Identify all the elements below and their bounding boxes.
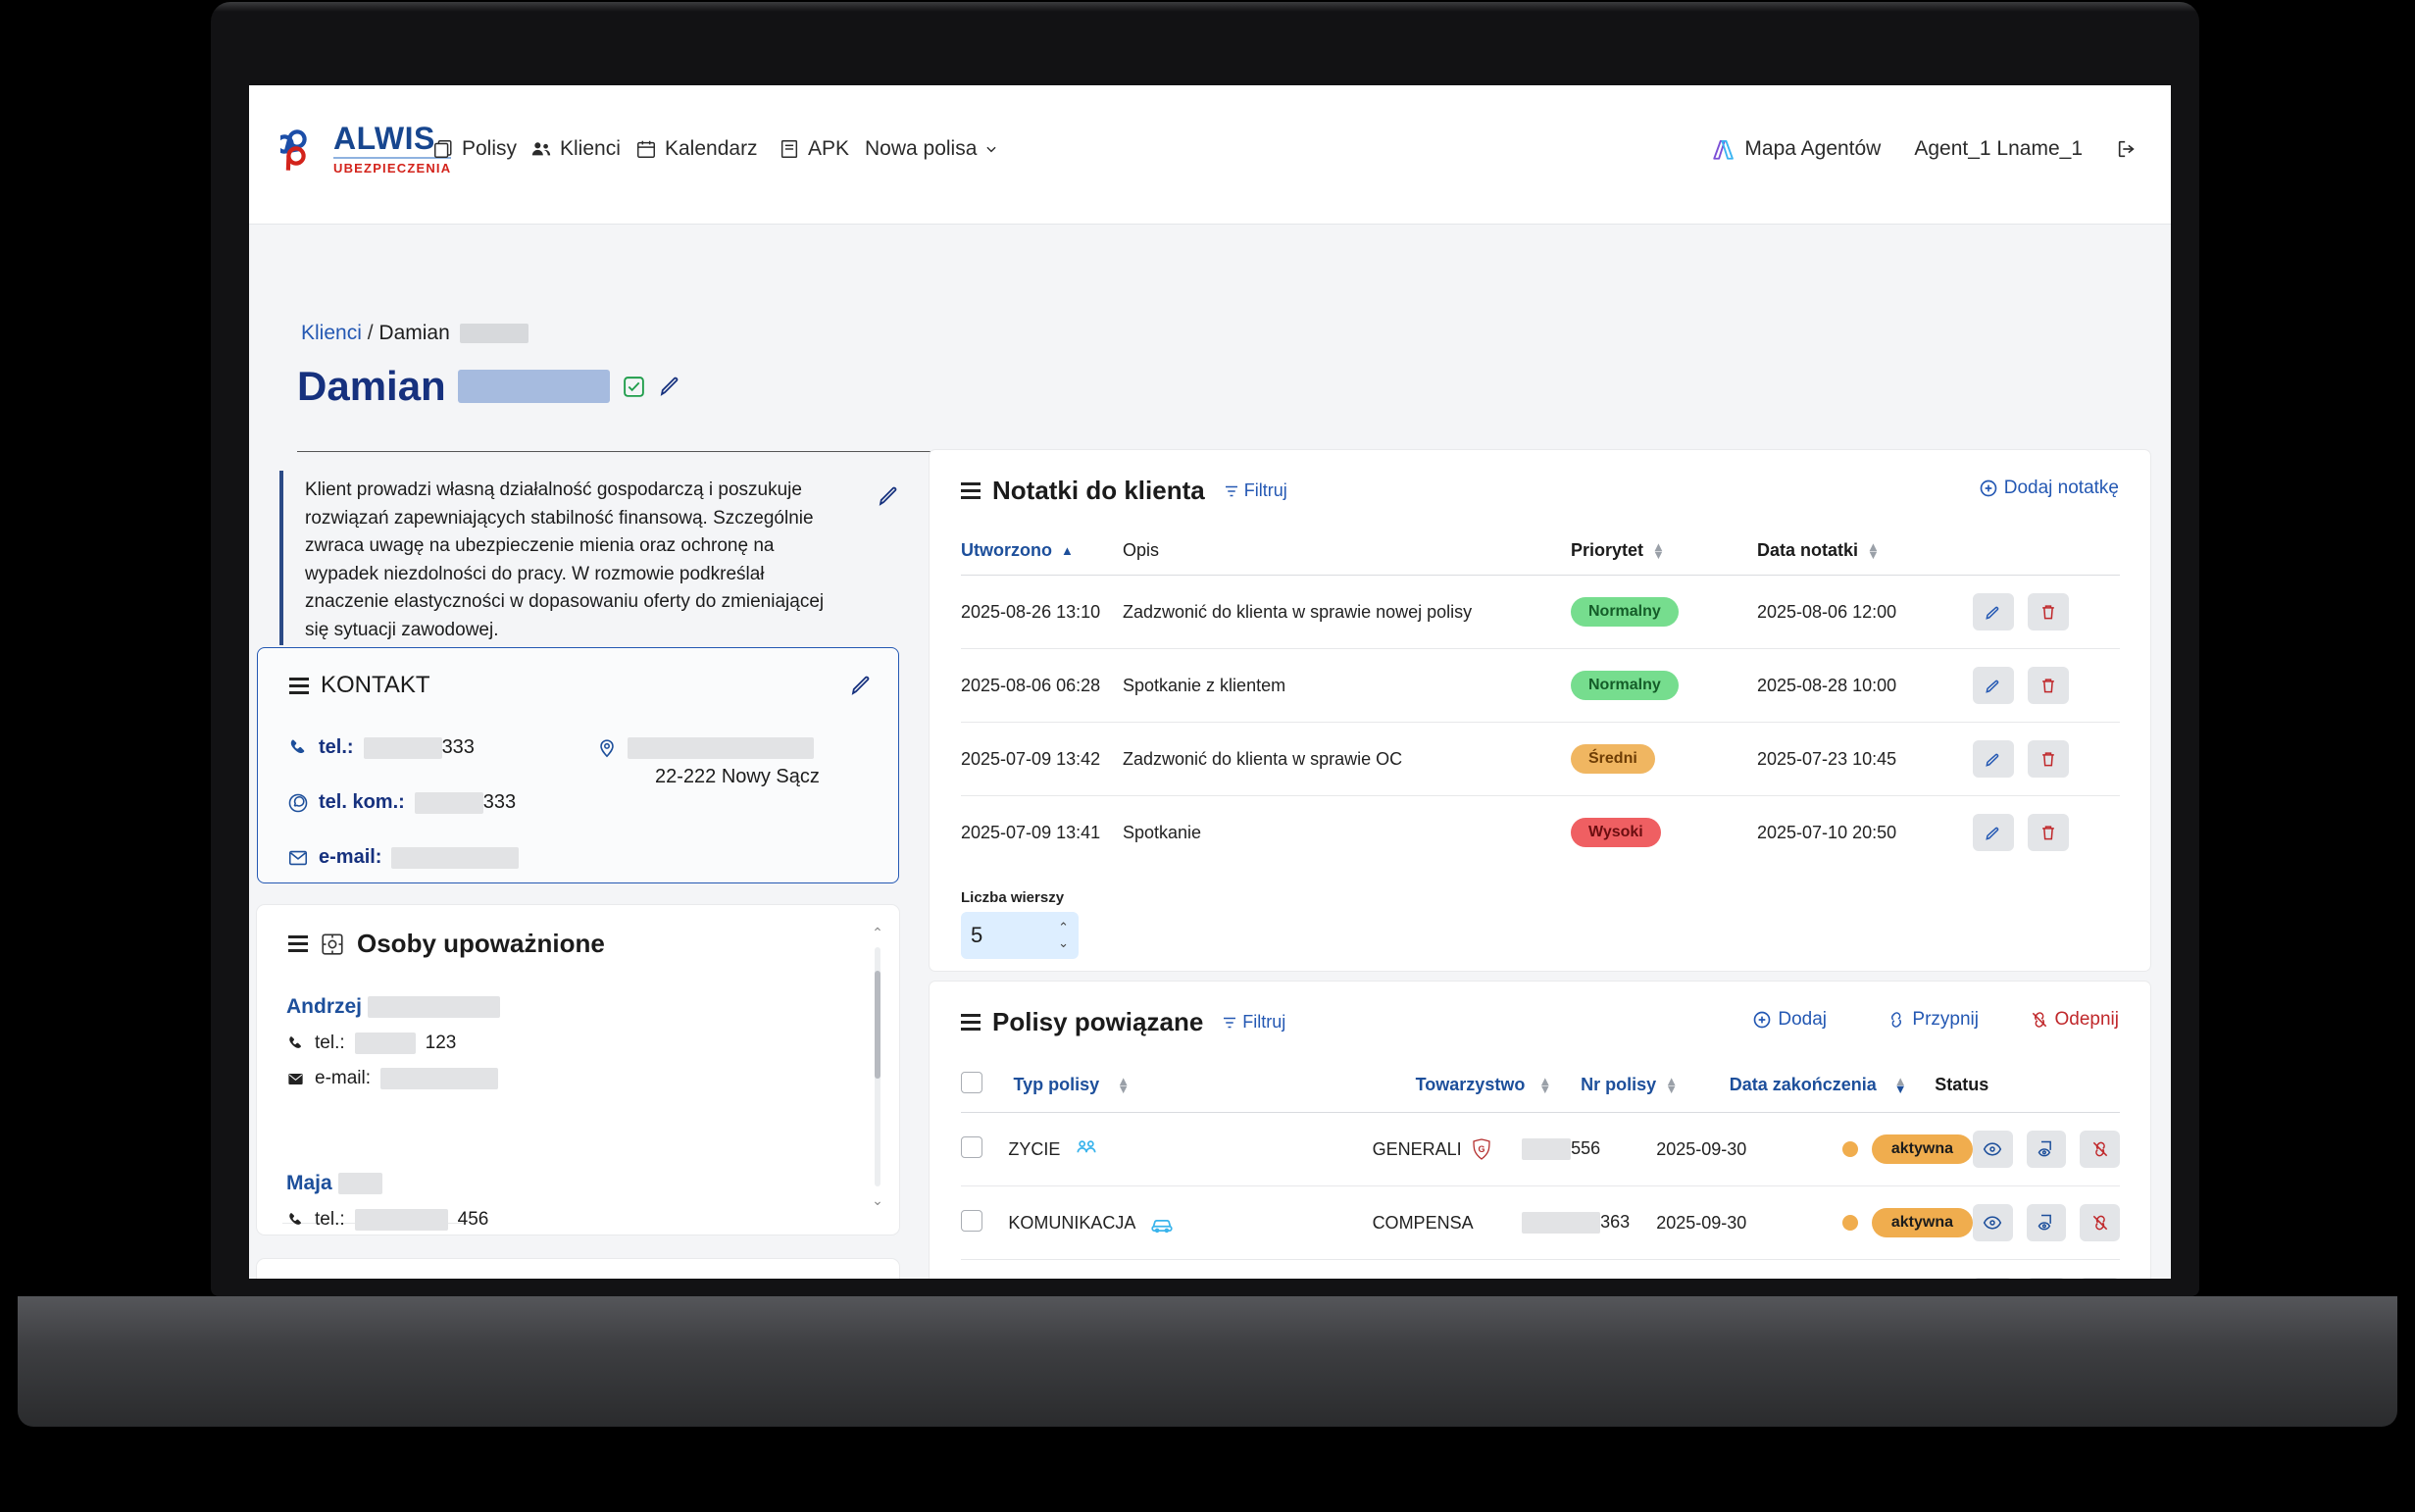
svg-text:G: G bbox=[1478, 1144, 1484, 1154]
